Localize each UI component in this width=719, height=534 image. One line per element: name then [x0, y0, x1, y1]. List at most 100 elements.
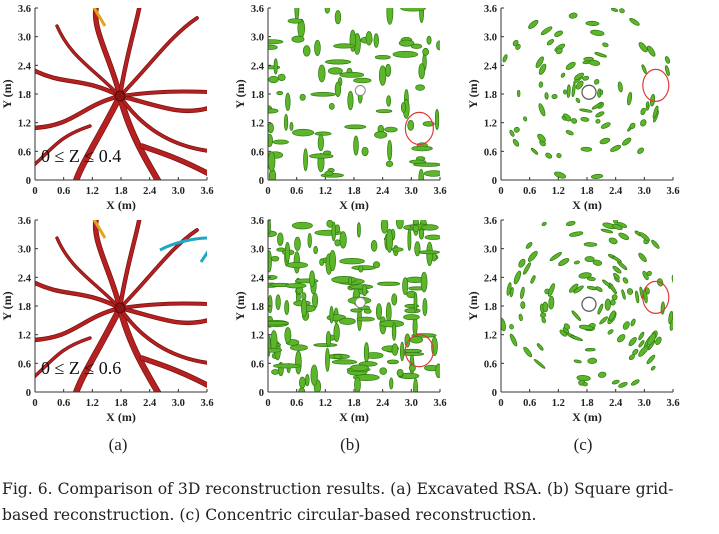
x-tick-label: 1.2 [86, 398, 99, 409]
green-blob [268, 151, 276, 172]
root-system [35, 8, 207, 180]
green-blob [295, 350, 302, 375]
green-blob [324, 8, 330, 14]
green-blob [525, 242, 533, 249]
green-blob [363, 342, 370, 363]
green-blob [268, 133, 273, 147]
x-tick-label: 3.6 [433, 186, 446, 197]
green-blob [317, 134, 324, 152]
x-tick-label: 3.6 [666, 186, 679, 197]
green-blob [418, 63, 426, 80]
green-blob [329, 306, 334, 324]
green-blob [339, 257, 365, 265]
green-blob [373, 33, 379, 48]
green-blob [566, 84, 571, 98]
green-blob [276, 91, 284, 96]
green-blob [271, 369, 280, 375]
green-blob [573, 285, 584, 294]
green-blob [548, 295, 555, 310]
green-blob [610, 144, 622, 152]
green-blob [626, 288, 634, 295]
green-blob [350, 308, 363, 313]
x-tick-label: 2.4 [609, 398, 623, 409]
green-blob [268, 108, 279, 114]
green-blob [418, 169, 424, 180]
green-blob [632, 348, 639, 355]
green-blob [586, 276, 596, 282]
panel-label-b: (b) [340, 435, 360, 454]
green-blob [289, 121, 294, 131]
green-blob [535, 56, 544, 68]
green-blob [268, 39, 284, 45]
green-blob [333, 354, 343, 359]
green-blob [379, 320, 405, 328]
green-blob [536, 343, 544, 351]
green-blob [284, 327, 292, 344]
green-blob [518, 258, 526, 268]
green-blob [621, 289, 626, 300]
green-blob [583, 242, 598, 247]
x-tick-label: 3.0 [172, 186, 185, 197]
z-range-label: 0 ≤ Z ≤ 0.6 [41, 358, 121, 378]
figure-caption: Fig. 6. Comparison of 3D reconstruction … [2, 476, 718, 528]
green-blob [583, 56, 594, 62]
green-blob [607, 329, 614, 335]
green-blob [618, 232, 630, 241]
y-tick-label: 0.6 [484, 147, 497, 158]
x-tick-label: 1.2 [552, 186, 565, 197]
green-blob [513, 126, 520, 133]
green-blob [307, 232, 312, 248]
green-blob [378, 65, 387, 86]
y-tick-label: 2.4 [484, 273, 498, 284]
root-branch [118, 220, 141, 310]
green-blob [326, 220, 334, 228]
green-blob [392, 50, 419, 58]
green-blob [528, 19, 539, 29]
cyan-root [159, 236, 207, 252]
green-blob [422, 121, 435, 127]
green-blob [568, 231, 584, 237]
highlight-circle [404, 334, 434, 368]
green-blob [291, 35, 305, 43]
green-blob [600, 122, 611, 129]
green-blob [434, 108, 440, 130]
green-blob [611, 8, 619, 12]
y-tick-label: 1.8 [18, 302, 31, 313]
root-branch [73, 93, 123, 180]
green-blob [287, 18, 303, 24]
x-tick-label: 1.8 [114, 398, 127, 409]
green-blob [640, 107, 646, 116]
y-tick-label: 1.8 [484, 302, 497, 313]
green-blob [610, 299, 616, 306]
root-branch [118, 302, 207, 310]
green-blob [608, 237, 618, 245]
y-tick-label: 3.6 [251, 4, 264, 15]
green-blob [537, 133, 546, 143]
green-blob [268, 250, 272, 273]
green-blob [515, 43, 521, 50]
green-blob [538, 81, 544, 88]
green-blob [329, 250, 337, 272]
green-blob [401, 352, 425, 356]
green-blob [622, 277, 629, 284]
green-blob [664, 65, 670, 77]
green-blob [318, 64, 326, 83]
green-blob [565, 61, 576, 70]
green-blob [554, 30, 563, 38]
green-blob [580, 116, 590, 122]
green-blob [286, 261, 308, 269]
root-branch [56, 237, 121, 309]
x-tick-label: 0 [32, 398, 37, 409]
panel-label-a: (a) [109, 435, 128, 454]
green-blob [309, 270, 316, 288]
green-blob [555, 47, 563, 55]
green-blob [513, 270, 522, 285]
green-blob [289, 344, 308, 351]
green-blob [309, 153, 334, 159]
green-blob [354, 376, 361, 392]
green-blob [299, 376, 306, 389]
green-blob [413, 162, 440, 167]
green-blob [285, 283, 307, 289]
green-blob [363, 308, 372, 314]
green-blob [629, 18, 640, 26]
